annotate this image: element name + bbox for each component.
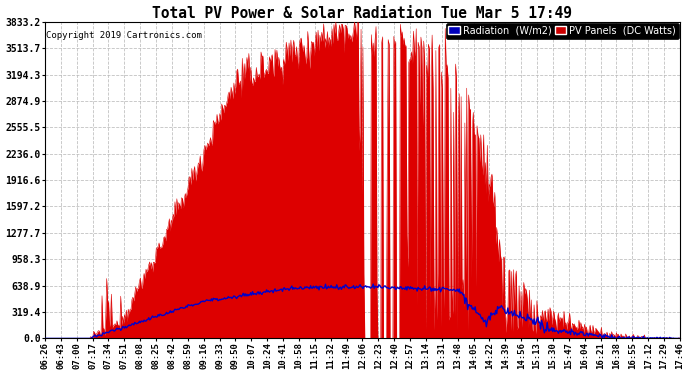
Text: Copyright 2019 Cartronics.com: Copyright 2019 Cartronics.com	[46, 31, 201, 40]
Title: Total PV Power & Solar Radiation Tue Mar 5 17:49: Total PV Power & Solar Radiation Tue Mar…	[152, 6, 573, 21]
Legend: Radiation  (W/m2), PV Panels  (DC Watts): Radiation (W/m2), PV Panels (DC Watts)	[446, 23, 679, 39]
